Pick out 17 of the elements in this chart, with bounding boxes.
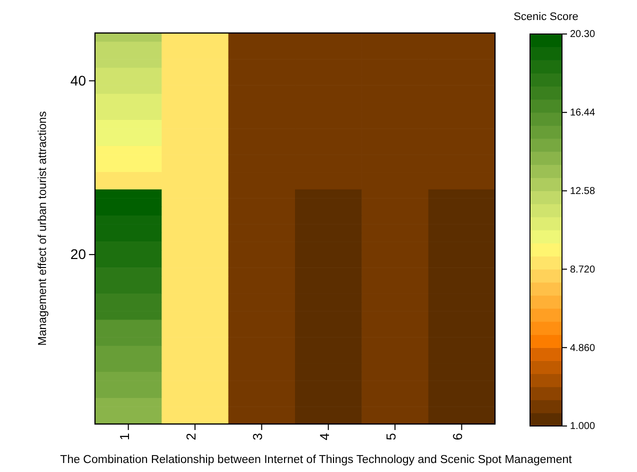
y-tick-label: 40 [70, 72, 86, 88]
color-bar-label: 4.860 [570, 342, 596, 354]
y-axis-title: Management effect of urban tourist attractions [37, 111, 49, 346]
x-tick-label: 1 [116, 433, 132, 440]
x-tick-label: 4 [316, 433, 332, 440]
y-tick-label: 20 [70, 246, 86, 262]
x-tick-label: 2 [184, 433, 199, 440]
color-bar-label: 16.44 [570, 108, 596, 119]
x-tick-label: 6 [450, 433, 466, 440]
color-bar-label: 8.720 [570, 264, 596, 276]
color-bar-label: 1.000 [570, 421, 596, 432]
color-bar-label: 12.58 [570, 186, 596, 197]
x-tick-label: 5 [384, 433, 399, 440]
x-axis-title: The Combination Relationship between Internet of Things Technology and Scenic Spot Management [60, 454, 573, 466]
color-bar-title: Scenic Score [514, 11, 578, 23]
color-bar-label: 20.30 [570, 29, 596, 40]
x-tick-label: 3 [250, 433, 266, 440]
